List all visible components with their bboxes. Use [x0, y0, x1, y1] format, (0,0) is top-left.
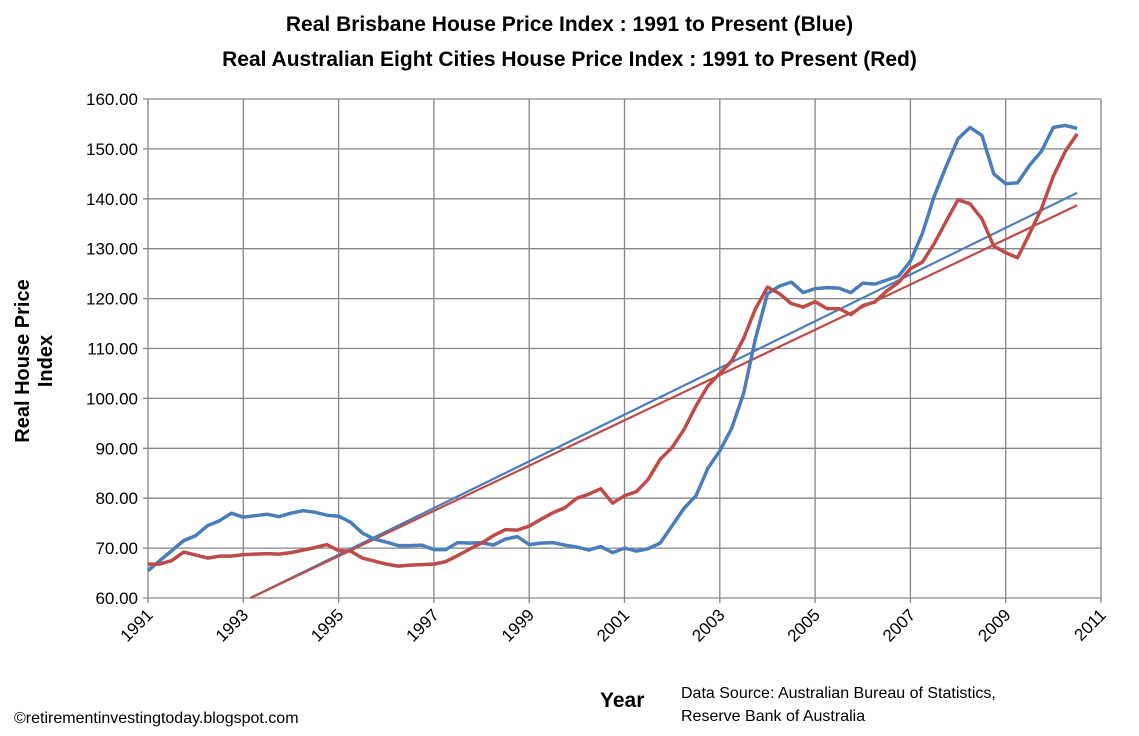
y-tick-label: 100.00 [86, 389, 138, 408]
x-axis-label: Year [600, 689, 645, 712]
x-tick-label: 2001 [593, 605, 633, 645]
x-tick-label: 1999 [498, 605, 538, 645]
x-tick-label: 1993 [212, 605, 252, 645]
y-tick-label: 70.00 [95, 539, 138, 558]
chart-subtitle: Real Australian Eight Cities House Price… [222, 48, 917, 71]
y-tick-label: 150.00 [86, 140, 138, 159]
x-tick-label: 2007 [879, 605, 919, 645]
x-tick-label: 2003 [688, 605, 728, 645]
credit-text: ©retirementinvestingtoday.blogspot.com [14, 710, 299, 727]
y-tick-label: 140.00 [86, 190, 138, 209]
y-tick-label: 120.00 [86, 290, 138, 309]
x-tick-label: 1991 [117, 605, 157, 645]
y-axis-label: Real House Price Index [12, 279, 57, 443]
y-tick-label: 160.00 [86, 90, 138, 109]
y-tick-label: 110.00 [87, 340, 138, 359]
data-source-line-1: Data Source: Australian Bureau of Statis… [681, 685, 996, 702]
x-tick-label: 1995 [307, 605, 347, 645]
x-tick-label: 2009 [974, 605, 1014, 645]
y-tick-label: 130.00 [86, 240, 138, 259]
x-tick-label: 1997 [403, 605, 443, 645]
y-tick-label: 80.00 [95, 489, 138, 508]
x-tick-label: 2011 [1071, 605, 1110, 644]
x-tick-label: 2005 [784, 605, 824, 645]
y-tick-label: 60.00 [95, 589, 138, 608]
brisbane-trend-line [249, 191, 1078, 599]
chart-title: Real Brisbane House Price Index : 1991 t… [285, 13, 854, 36]
eight-cities-trend-line [249, 204, 1078, 599]
data-source-line-2: Reserve Bank of Australia [681, 708, 866, 725]
y-tick-label: 90.00 [95, 439, 138, 458]
